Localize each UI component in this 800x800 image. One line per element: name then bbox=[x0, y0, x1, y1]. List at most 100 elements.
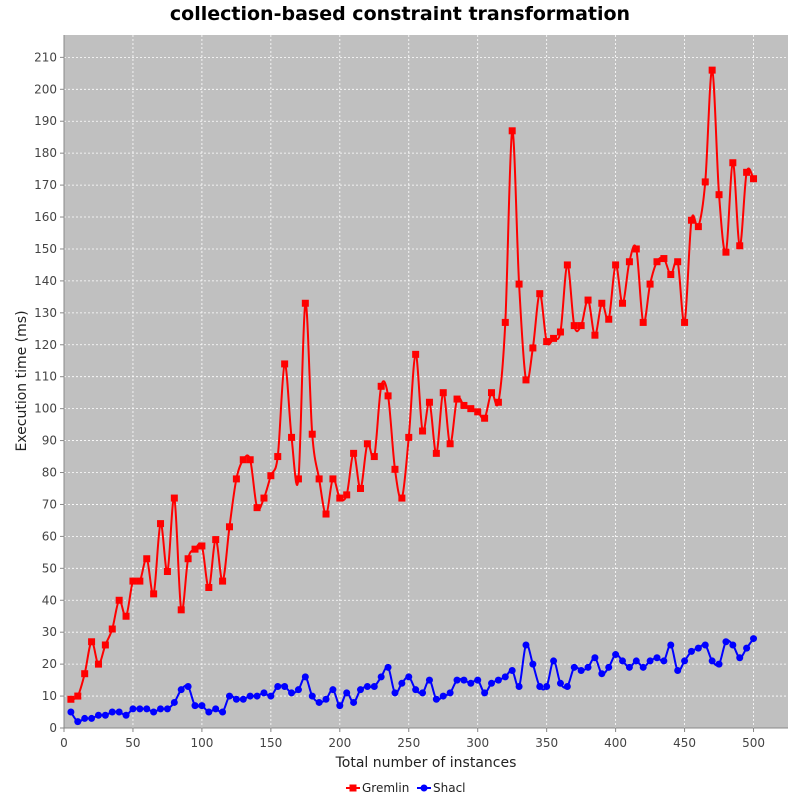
shacl-point bbox=[715, 660, 723, 668]
gremlin-point bbox=[708, 66, 716, 74]
series-layer bbox=[67, 66, 758, 726]
y-axis-label: Execution time (ms) bbox=[14, 310, 30, 451]
y-tick-label: 120 bbox=[34, 338, 57, 352]
shacl-point bbox=[639, 663, 647, 671]
y-tick-label: 70 bbox=[42, 497, 57, 511]
y-tick-label: 10 bbox=[42, 689, 57, 703]
gremlin-point bbox=[494, 398, 502, 406]
legend-gremlin-marker bbox=[349, 784, 357, 792]
x-tick-label: 500 bbox=[742, 736, 765, 750]
gremlin-point bbox=[225, 523, 233, 531]
shacl-point bbox=[143, 705, 151, 713]
shacl-point bbox=[246, 692, 254, 700]
series-gremlin bbox=[67, 66, 758, 703]
shacl-point bbox=[150, 708, 158, 716]
shacl-point bbox=[488, 679, 496, 687]
gremlin-point bbox=[598, 299, 606, 307]
shacl-point bbox=[101, 711, 109, 719]
gremlin-point bbox=[101, 641, 109, 649]
shacl-point bbox=[453, 676, 461, 684]
shacl-point bbox=[632, 657, 640, 665]
gremlin-point bbox=[343, 491, 351, 499]
gremlin-point bbox=[460, 401, 468, 409]
shacl-point bbox=[612, 651, 620, 659]
gremlin-point bbox=[536, 290, 544, 298]
shacl-point bbox=[67, 708, 75, 716]
gremlin-point bbox=[253, 504, 261, 512]
gremlin-point bbox=[743, 168, 751, 176]
shacl-point bbox=[350, 698, 358, 706]
gremlin-point bbox=[750, 175, 758, 183]
x-tick-label: 150 bbox=[259, 736, 282, 750]
x-tick-label: 350 bbox=[535, 736, 558, 750]
shacl-point bbox=[474, 676, 482, 684]
gremlin-point bbox=[625, 258, 633, 266]
gremlin-point bbox=[432, 449, 440, 457]
x-tick-label: 200 bbox=[328, 736, 351, 750]
gremlin-point bbox=[301, 299, 309, 307]
gremlin-point bbox=[356, 484, 364, 492]
gremlin-point bbox=[143, 555, 151, 563]
gremlin-point bbox=[322, 510, 330, 518]
gremlin-point bbox=[715, 191, 723, 199]
shacl-point bbox=[529, 660, 537, 668]
x-tick-label: 400 bbox=[604, 736, 627, 750]
shacl-point bbox=[336, 702, 344, 710]
gremlin-point bbox=[81, 670, 89, 678]
shacl-point bbox=[619, 657, 627, 665]
shacl-point bbox=[253, 692, 261, 700]
shacl-point bbox=[570, 663, 578, 671]
gremlin-point bbox=[694, 223, 702, 231]
shacl-point bbox=[308, 692, 316, 700]
shacl-point bbox=[391, 689, 399, 697]
grid-lines bbox=[63, 35, 788, 729]
shacl-point bbox=[356, 686, 364, 694]
gremlin-point bbox=[412, 350, 420, 358]
shacl-point bbox=[508, 667, 516, 675]
gremlin-point bbox=[205, 583, 213, 591]
gremlin-point bbox=[370, 453, 378, 461]
gremlin-point bbox=[446, 440, 454, 448]
x-axis-label: Total number of instances bbox=[335, 755, 517, 771]
shacl-point bbox=[419, 689, 427, 697]
shacl-point bbox=[625, 663, 633, 671]
shacl-point bbox=[108, 708, 116, 716]
gremlin-point bbox=[543, 338, 551, 346]
shacl-point bbox=[605, 663, 613, 671]
shacl-point bbox=[460, 676, 468, 684]
gremlin-point bbox=[274, 453, 282, 461]
gremlin-point bbox=[736, 242, 744, 250]
gremlin-point bbox=[687, 216, 695, 224]
shacl-point bbox=[425, 676, 433, 684]
shacl-point bbox=[232, 695, 240, 703]
gremlin-point bbox=[170, 494, 178, 502]
shacl-point bbox=[494, 676, 502, 684]
shacl-point bbox=[674, 667, 682, 675]
gremlin-point bbox=[212, 536, 220, 544]
shacl-point bbox=[591, 654, 599, 662]
shacl-point bbox=[329, 686, 337, 694]
y-tick-label: 40 bbox=[42, 593, 57, 607]
x-tick-label: 50 bbox=[125, 736, 140, 750]
shacl-point bbox=[646, 657, 654, 665]
shacl-point bbox=[467, 679, 475, 687]
gremlin-point bbox=[591, 331, 599, 339]
gremlin-point bbox=[260, 494, 268, 502]
shacl-point bbox=[384, 663, 392, 671]
shacl-point bbox=[301, 673, 309, 681]
gremlin-point bbox=[267, 472, 275, 480]
gremlin-point bbox=[405, 433, 413, 441]
shacl-point bbox=[170, 698, 178, 706]
shacl-point bbox=[198, 702, 206, 710]
shacl-point bbox=[81, 714, 89, 722]
shacl-point bbox=[522, 641, 530, 649]
shacl-point bbox=[412, 686, 420, 694]
shacl-point bbox=[122, 711, 130, 719]
gremlin-point bbox=[191, 545, 199, 553]
y-tick-label: 160 bbox=[34, 210, 57, 224]
x-tick-label: 0 bbox=[60, 736, 68, 750]
y-tick-label: 50 bbox=[42, 561, 57, 575]
y-tick-label: 30 bbox=[42, 625, 57, 639]
shacl-point bbox=[681, 657, 689, 665]
gremlin-point bbox=[329, 475, 337, 483]
